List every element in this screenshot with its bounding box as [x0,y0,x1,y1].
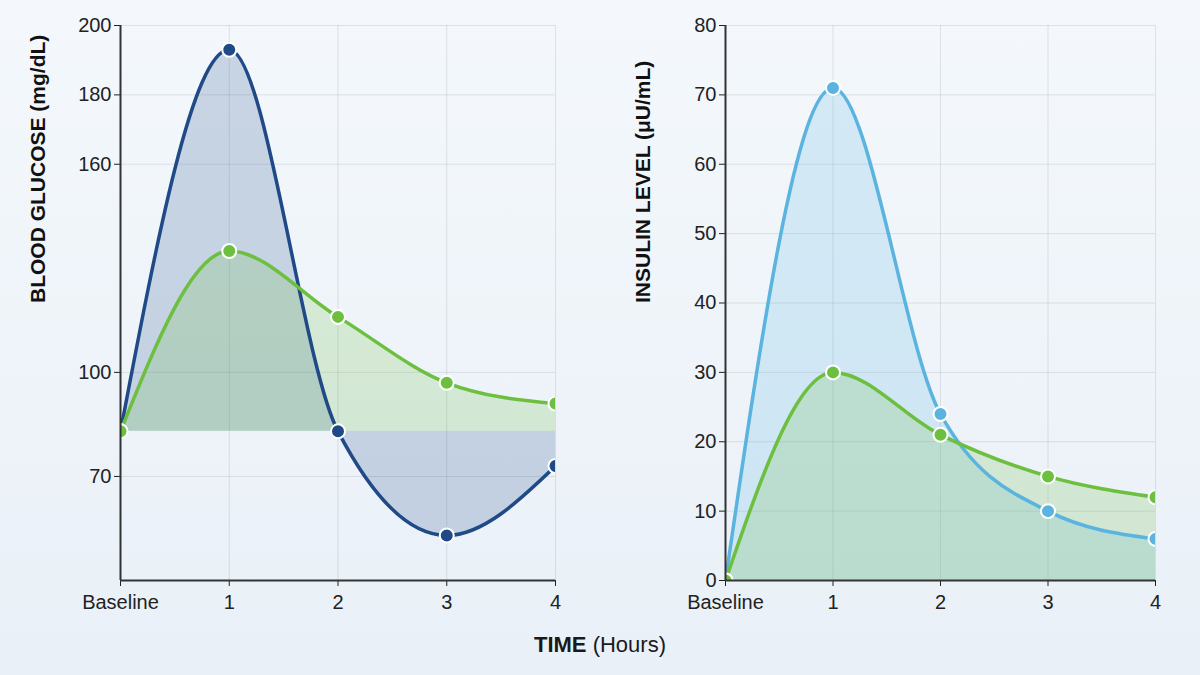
svg-text:70: 70 [89,465,111,487]
svg-text:40: 40 [694,291,716,313]
svg-text:80: 80 [694,14,716,36]
svg-text:4: 4 [550,591,561,613]
svg-text:180: 180 [78,83,111,105]
svg-text:BLOOD GLUCOSE (mg/dL): BLOOD GLUCOSE (mg/dL) [26,35,49,303]
svg-text:INSULIN LEVEL (μU/mL): INSULIN LEVEL (μU/mL) [631,61,654,303]
svg-text:3: 3 [441,591,452,613]
svg-text:60: 60 [694,153,716,175]
html-text:TIME (Hours): TIME (Hours) [534,632,666,657]
svg-text:10: 10 [694,500,716,522]
svg-text:200: 200 [78,14,111,36]
svg-text:2: 2 [935,591,946,613]
svg-text:30: 30 [694,361,716,383]
svg-text:4: 4 [1150,591,1161,613]
svg-text:100: 100 [78,361,111,383]
svg-text:Baseline: Baseline [82,591,159,613]
svg-text:70: 70 [694,83,716,105]
svg-text:50: 50 [694,222,716,244]
svg-text:160: 160 [78,153,111,175]
svg-text:2: 2 [332,591,343,613]
svg-text:Baseline: Baseline [687,591,764,613]
svg-text:0: 0 [705,569,716,591]
svg-text:20: 20 [694,430,716,452]
svg-text:3: 3 [1042,591,1053,613]
svg-text:1: 1 [224,591,235,613]
svg-text:1: 1 [827,591,838,613]
